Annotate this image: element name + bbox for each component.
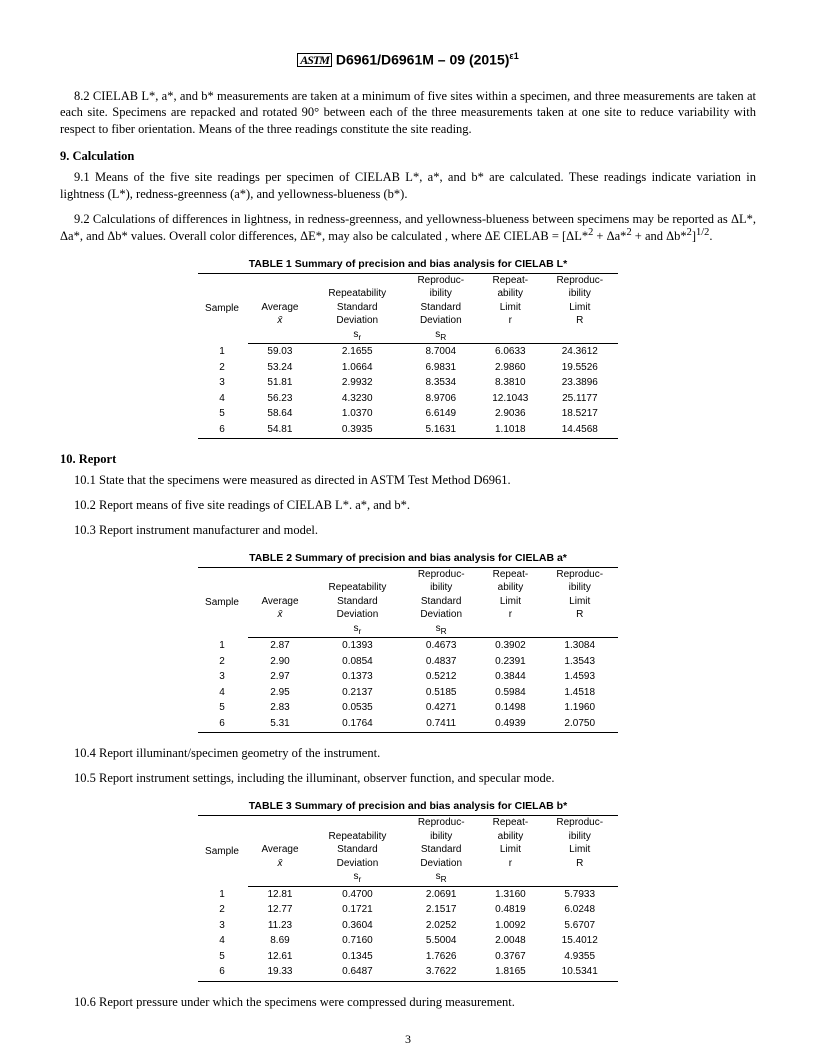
table-row: 456.234.32308.970612.104325.1177 <box>198 391 618 407</box>
designation: D6961/D6961M – 09 (2015) <box>336 52 510 68</box>
para-9-2: 9.2 Calculations of differences in light… <box>60 211 756 245</box>
table-row: 619.330.64873.76221.816510.5341 <box>198 964 618 981</box>
table-row: 52.830.05350.42710.14981.1960 <box>198 700 618 716</box>
para-9-2-e: . <box>709 229 712 243</box>
table-row: 42.950.21370.51850.59841.4518 <box>198 685 618 701</box>
para-10-5: 10.5 Report instrument settings, includi… <box>60 770 756 787</box>
para-10-2: 10.2 Report means of five site readings … <box>60 497 756 514</box>
table-2-title: TABLE 2 Summary of precision and bias an… <box>60 551 756 565</box>
table-row: 159.032.16558.70046.063324.3612 <box>198 344 618 360</box>
table-row: 32.970.13730.52120.38441.4593 <box>198 669 618 685</box>
table-row: 512.610.13451.76260.37674.9355 <box>198 949 618 965</box>
page-number: 3 <box>60 1031 756 1047</box>
table-row: 48.690.71605.50042.004815.4012 <box>198 933 618 949</box>
page-header: ASTM D6961/D6961M – 09 (2015)ε1 <box>60 50 756 70</box>
table-3: SampleReproduc-Repeat-Reproduc-Repeatabi… <box>198 815 618 982</box>
para-9-2-b: + Δa* <box>593 229 626 243</box>
table-row: 311.230.36042.02521.00925.6707 <box>198 918 618 934</box>
table-1-title: TABLE 1 Summary of precision and bias an… <box>60 257 756 271</box>
table-row: 12.870.13930.46730.39021.3084 <box>198 638 618 654</box>
para-8-2: 8.2 CIELAB L*, a*, and b* measurements a… <box>60 88 756 139</box>
table-row: 212.770.17212.15170.48196.0248 <box>198 902 618 918</box>
para-10-1: 10.1 State that the specimens were measu… <box>60 472 756 489</box>
para-10-6: 10.6 Report pressure under which the spe… <box>60 994 756 1011</box>
para-10-4: 10.4 Report illuminant/specimen geometry… <box>60 745 756 762</box>
table-row: 112.810.47002.06911.31605.7933 <box>198 886 618 902</box>
para-10-3: 10.3 Report instrument manufacturer and … <box>60 522 756 539</box>
para-9-2-c: + and Δb* <box>632 229 687 243</box>
table-row: 654.810.39355.16311.101814.4568 <box>198 422 618 439</box>
table-row: 351.812.99328.35348.381023.3896 <box>198 375 618 391</box>
table-1: SampleReproduc-Repeat-Reproduc-Repeatabi… <box>198 273 618 440</box>
para-9-1: 9.1 Means of the five site readings per … <box>60 169 756 203</box>
table-row: 65.310.17640.74110.49392.0750 <box>198 716 618 733</box>
astm-logo: ASTM <box>297 53 332 67</box>
section-10-head: 10. Report <box>60 451 756 468</box>
section-9-head: 9. Calculation <box>60 148 756 165</box>
table-2: SampleReproduc-Repeat-Reproduc-Repeatabi… <box>198 567 618 734</box>
table-row: 558.641.03706.61492.903618.5217 <box>198 406 618 422</box>
table-row: 22.900.08540.48370.23911.3543 <box>198 654 618 670</box>
table-3-title: TABLE 3 Summary of precision and bias an… <box>60 799 756 813</box>
epsilon: ε1 <box>509 51 518 61</box>
table-row: 253.241.06646.98312.986019.5526 <box>198 360 618 376</box>
